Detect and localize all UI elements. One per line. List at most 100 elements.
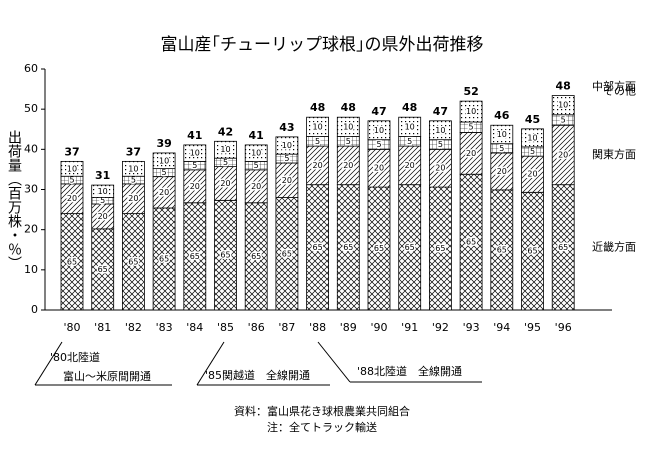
chart-title: 富山産｢チューリップ球根｣の県外出荷推移 bbox=[161, 35, 484, 55]
segment-share-label: 10 bbox=[251, 149, 261, 158]
total-label: 41 bbox=[187, 129, 202, 142]
segment-share-label: 65 bbox=[527, 247, 537, 256]
segment-share-label: 20 bbox=[128, 194, 138, 203]
segment-share-label: 10 bbox=[282, 141, 292, 150]
segment-share-label: 20 bbox=[558, 150, 568, 159]
segment-share-label: 5 bbox=[254, 161, 259, 170]
segment-share-label: 10 bbox=[159, 156, 169, 165]
total-label: 39 bbox=[156, 137, 171, 150]
x-tick-label: '83 bbox=[156, 321, 173, 334]
segment-share-label: 20 bbox=[98, 212, 108, 221]
segment-share-label: 5 bbox=[315, 137, 320, 146]
segment-share-label: 20 bbox=[405, 161, 415, 170]
x-tick-label: '92 bbox=[432, 321, 449, 334]
segment-share-label: 5 bbox=[407, 137, 412, 146]
bar-segment bbox=[336, 116, 360, 137]
y-tick-label: 0 bbox=[31, 303, 38, 316]
legend-label: 近畿方面 bbox=[592, 239, 636, 253]
segment-share-label: 65 bbox=[128, 257, 138, 266]
segment-share-label: 65 bbox=[435, 244, 445, 253]
y-tick-label: 40 bbox=[24, 142, 38, 155]
segment-share-label: 10 bbox=[497, 130, 507, 139]
y-tick-label: 20 bbox=[24, 223, 38, 236]
segment-share-label: 10 bbox=[558, 101, 568, 110]
segment-share-label: 65 bbox=[466, 238, 476, 247]
x-tick-label: '86 bbox=[248, 321, 265, 334]
segment-share-label: 65 bbox=[67, 257, 77, 266]
segment-share-label: 10 bbox=[190, 149, 200, 158]
segment-share-label: 5 bbox=[284, 154, 289, 163]
bar-segment bbox=[214, 140, 237, 159]
segment-share-label: 20 bbox=[159, 188, 169, 197]
segment-share-label: 10 bbox=[313, 122, 323, 131]
segment-share-label: 65 bbox=[98, 265, 108, 274]
total-label: 48 bbox=[556, 80, 571, 93]
segment-share-label: 20 bbox=[374, 164, 384, 173]
x-tick-label: '95 bbox=[524, 321, 541, 334]
bar-segment bbox=[367, 120, 391, 141]
segment-share-label: 5 bbox=[100, 196, 105, 205]
total-label: 42 bbox=[218, 125, 233, 138]
note: 注：全てトラック輸送 bbox=[267, 420, 377, 434]
total-label: 37 bbox=[126, 145, 141, 158]
bar-segment bbox=[60, 160, 84, 177]
bar-segment bbox=[490, 124, 514, 145]
total-label: 43 bbox=[279, 121, 294, 134]
segment-share-label: 20 bbox=[313, 161, 323, 170]
x-tick-label: '96 bbox=[555, 321, 572, 334]
segment-share-label: 65 bbox=[282, 249, 292, 258]
legend-label: その他 bbox=[603, 85, 636, 98]
bar-segment bbox=[551, 95, 575, 116]
segment-share-label: 10 bbox=[374, 126, 384, 135]
segment-share-label: 20 bbox=[343, 161, 353, 170]
segment-share-label: 5 bbox=[131, 176, 136, 185]
total-label: 45 bbox=[525, 113, 540, 126]
segment-share-label: 10 bbox=[343, 122, 353, 131]
bar-segment bbox=[244, 144, 268, 162]
segment-share-label: 5 bbox=[346, 137, 351, 146]
total-label: 48 bbox=[310, 101, 325, 114]
segment-share-label: 10 bbox=[220, 145, 230, 154]
total-label: 37 bbox=[64, 145, 79, 158]
segment-share-label: 20 bbox=[190, 182, 200, 191]
y-tick-label: 30 bbox=[24, 183, 38, 196]
bar-segment bbox=[91, 184, 115, 198]
y-tick-label: 50 bbox=[24, 102, 38, 115]
segment-share-label: 5 bbox=[192, 161, 197, 170]
annotation-line bbox=[317, 341, 351, 383]
segment-share-label: 5 bbox=[162, 168, 167, 177]
total-label: 48 bbox=[341, 101, 356, 114]
segment-share-label: 20 bbox=[466, 149, 476, 158]
segment-share-label: 65 bbox=[313, 243, 323, 252]
annotation-line bbox=[196, 341, 225, 386]
segment-share-label: 20 bbox=[527, 170, 537, 179]
x-tick-label: '91 bbox=[401, 321, 418, 334]
annotation: '88北陸道 全線開通 bbox=[357, 364, 462, 378]
segment-share-label: 5 bbox=[530, 147, 535, 156]
total-label: 52 bbox=[463, 85, 478, 98]
segment-share-label: 65 bbox=[558, 243, 568, 252]
bar-segment bbox=[428, 120, 452, 141]
x-tick-label: '82 bbox=[125, 321, 142, 334]
x-tick-label: '88 bbox=[309, 321, 326, 334]
x-tick-label: '94 bbox=[493, 321, 510, 334]
annotation-line bbox=[34, 341, 63, 386]
total-label: 48 bbox=[402, 101, 417, 114]
segment-share-label: 65 bbox=[374, 244, 384, 253]
segment-share-label: 10 bbox=[466, 107, 476, 116]
segment-share-label: 5 bbox=[69, 176, 74, 185]
segment-share-label: 20 bbox=[435, 164, 445, 173]
segment-share-label: 20 bbox=[67, 194, 77, 203]
segment-share-label: 65 bbox=[220, 251, 230, 260]
segment-share-label: 5 bbox=[376, 140, 381, 149]
segment-share-label: 5 bbox=[499, 144, 504, 153]
segment-share-label: 5 bbox=[469, 123, 474, 132]
bar-segment bbox=[459, 100, 483, 123]
segment-share-label: 5 bbox=[223, 158, 228, 167]
bar-segment bbox=[398, 116, 422, 137]
segment-share-label: 10 bbox=[98, 187, 108, 196]
annotation: '85関越道 全線開通 bbox=[205, 368, 310, 382]
total-label: 41 bbox=[249, 129, 264, 142]
total-label: 46 bbox=[494, 109, 510, 122]
